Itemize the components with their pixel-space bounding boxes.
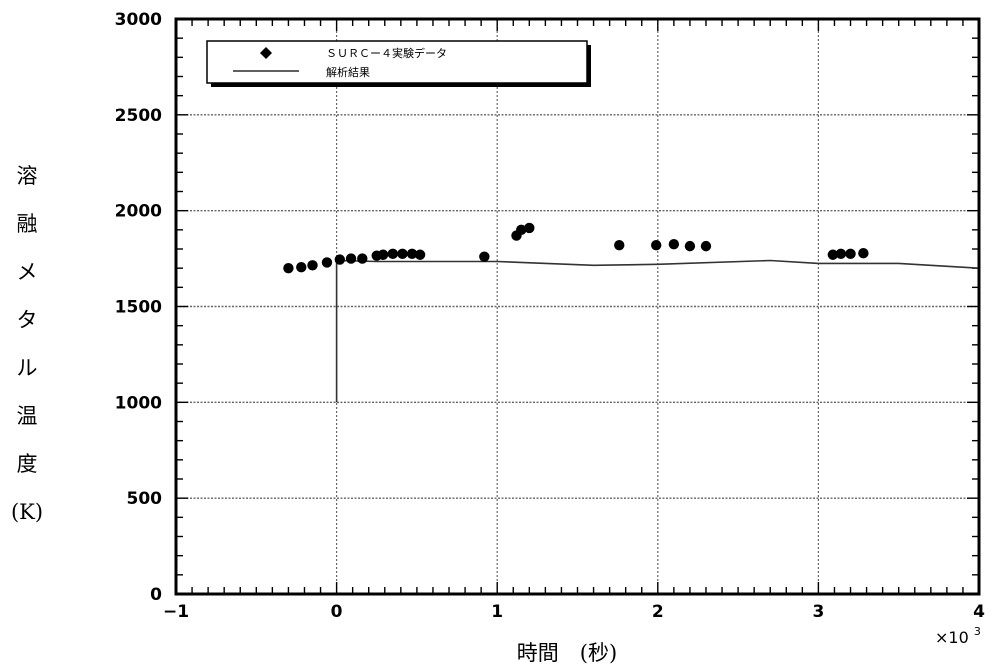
analysis-line-series bbox=[335, 259, 980, 403]
data-point bbox=[414, 249, 426, 260]
x-tick-label: 2 bbox=[652, 602, 664, 622]
data-point bbox=[321, 257, 333, 268]
data-point bbox=[387, 248, 399, 259]
y-axis-title-char: メ bbox=[17, 260, 38, 284]
y-axis-title-char: (K) bbox=[11, 500, 43, 524]
plot-frame bbox=[174, 17, 981, 596]
x-axis-multiplier-base: ×10 bbox=[935, 628, 969, 647]
data-point bbox=[397, 248, 408, 259]
data-point bbox=[684, 240, 696, 252]
y-tick-label: 0 bbox=[150, 585, 162, 605]
y-tick-label: 2500 bbox=[115, 106, 162, 126]
data-point bbox=[357, 253, 368, 264]
y-tick-label: 2000 bbox=[115, 202, 162, 222]
y-axis-title-char: 融 bbox=[17, 212, 38, 236]
data-point bbox=[650, 239, 662, 251]
x-axis-multiplier-exponent: 3 bbox=[974, 625, 981, 638]
x-axis-title: 時間 (秒) bbox=[517, 641, 617, 665]
experiment-markers-series bbox=[283, 222, 869, 274]
legend-label-analysis: 解析結果 bbox=[326, 65, 370, 79]
legend: ＳＵＲＣー４実験データ 解析結果 bbox=[206, 40, 591, 87]
y-tick-label: 1000 bbox=[115, 393, 162, 413]
y-tick-label: 500 bbox=[127, 489, 163, 509]
data-point bbox=[524, 222, 535, 234]
data-point bbox=[307, 260, 318, 271]
data-point bbox=[516, 224, 527, 236]
x-tick-label: 0 bbox=[331, 602, 343, 622]
y-tick-label: 3000 bbox=[115, 10, 162, 30]
y-axis-title-char: 温 bbox=[17, 404, 38, 428]
data-point bbox=[858, 248, 869, 259]
data-point bbox=[668, 239, 680, 250]
legend-box bbox=[206, 40, 588, 84]
y-tick-labels: 0 500 1000 1500 2000 2500 3000 bbox=[115, 10, 162, 605]
data-point bbox=[283, 262, 294, 274]
x-tick-label: −1 bbox=[163, 602, 189, 622]
data-point bbox=[345, 253, 357, 264]
y-axis-title-char: タ bbox=[17, 308, 38, 332]
data-point bbox=[700, 240, 712, 252]
x-tick-label: 1 bbox=[491, 602, 503, 622]
y-axis-title-char: ル bbox=[17, 356, 38, 380]
y-axis-title-char: 度 bbox=[17, 452, 38, 476]
x-tick-labels: −1 0 1 2 3 4 bbox=[163, 602, 985, 622]
data-point bbox=[614, 239, 625, 251]
data-point bbox=[827, 249, 839, 260]
data-point bbox=[334, 254, 346, 265]
data-point bbox=[377, 249, 389, 260]
analysis-line bbox=[335, 259, 980, 403]
y-tick-label: 1500 bbox=[115, 298, 162, 318]
legend-label-experiment: ＳＵＲＣー４実験データ bbox=[326, 46, 447, 60]
data-point bbox=[845, 248, 856, 259]
x-tick-label: 3 bbox=[812, 602, 824, 622]
y-axis-title-char: 溶 bbox=[17, 164, 38, 188]
data-point bbox=[296, 262, 307, 273]
x-tick-label: 4 bbox=[973, 602, 985, 622]
data-point bbox=[835, 248, 847, 259]
grid bbox=[176, 19, 979, 594]
legend-diamond-marker bbox=[260, 47, 272, 59]
data-point bbox=[406, 248, 418, 259]
x-axis-multiplier: ×10 3 bbox=[935, 625, 981, 647]
data-point bbox=[479, 251, 490, 262]
